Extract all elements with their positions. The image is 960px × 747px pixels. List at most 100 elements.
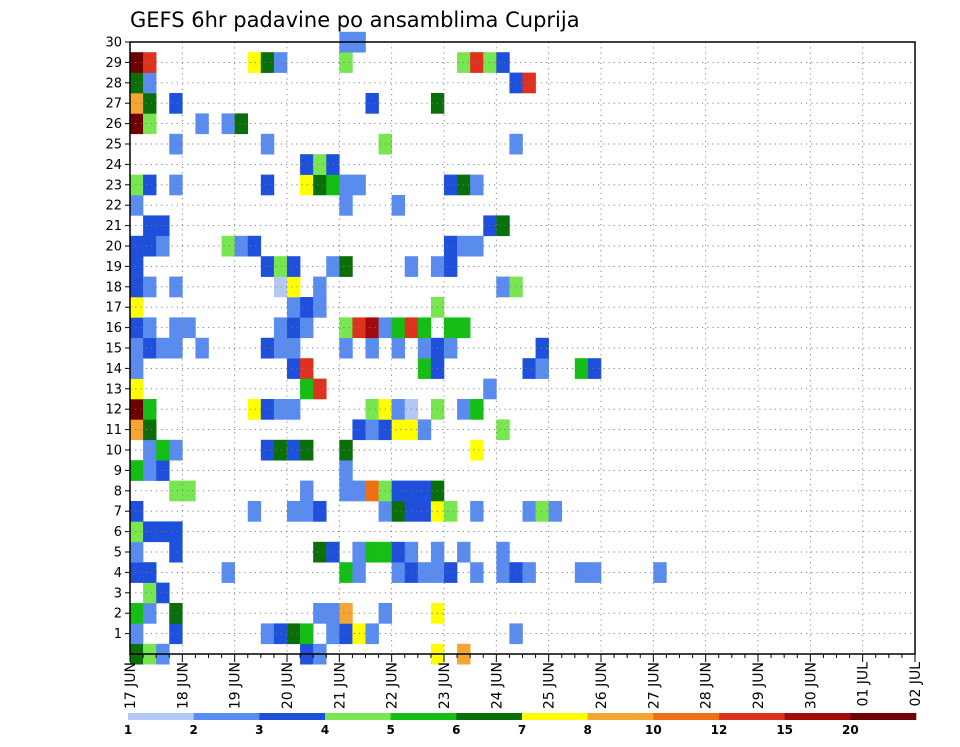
- heatmap-cell: [169, 337, 183, 359]
- heatmap-cell: [470, 52, 484, 73]
- heatmap-cell: [156, 460, 170, 481]
- y-tick-label: 6: [114, 525, 122, 540]
- legend-swatch: [587, 713, 654, 720]
- heatmap-cell: [143, 337, 157, 359]
- heatmap-cell: [444, 337, 458, 359]
- y-tick-label: 1: [114, 627, 122, 642]
- heatmap-cell: [313, 276, 327, 298]
- heatmap-cell: [391, 480, 406, 502]
- heatmap-cell: [169, 623, 183, 645]
- heatmap-cell: [130, 93, 144, 114]
- heatmap-cell: [169, 480, 183, 502]
- heatmap-cell: [496, 276, 510, 298]
- heatmap-cell: [470, 235, 484, 257]
- heatmap-cell: [130, 297, 144, 318]
- x-tick-label: 02 JUL: [908, 662, 924, 707]
- heatmap-cell: [143, 235, 157, 257]
- heatmap-cell: [391, 195, 406, 216]
- heatmap-cell: [130, 174, 144, 196]
- heatmap-cell: [130, 52, 144, 73]
- legend-label: 6: [452, 723, 460, 737]
- legend-swatch: [522, 713, 588, 720]
- heatmap-cell: [130, 541, 144, 563]
- heatmap-cell: [535, 337, 549, 359]
- legend-label: 15: [776, 723, 793, 737]
- heatmap-cell: [391, 399, 406, 420]
- heatmap-cell: [130, 603, 144, 624]
- heatmap-cell: [221, 113, 235, 135]
- legend-swatch: [719, 713, 785, 720]
- heatmap-cell: [313, 541, 327, 563]
- heatmap-cells: [130, 31, 667, 665]
- heatmap-cell: [287, 439, 301, 461]
- x-tick-label: 21 JUN: [332, 662, 348, 709]
- heatmap-cell: [143, 460, 157, 481]
- heatmap-cell: [143, 72, 157, 94]
- heatmap-cell: [287, 623, 301, 645]
- heatmap-cell: [130, 623, 144, 645]
- heatmap-cell: [156, 337, 170, 359]
- heatmap-cell: [143, 215, 157, 237]
- heatmap-cell: [587, 562, 602, 583]
- legend-swatch: [325, 713, 391, 720]
- y-tick-label: 7: [114, 505, 122, 520]
- heatmap-cell: [365, 317, 379, 339]
- y-tick-label: 14: [105, 362, 122, 377]
- heatmap-cell: [339, 317, 353, 339]
- heatmap-cell: [339, 439, 353, 461]
- heatmap-cell: [169, 541, 183, 563]
- heatmap-cell: [313, 603, 327, 624]
- heatmap-cell: [300, 358, 314, 379]
- heatmap-cell: [156, 439, 170, 461]
- heatmap-cell: [130, 235, 144, 257]
- heatmap-cell: [339, 256, 353, 277]
- heatmap-cell: [509, 276, 523, 298]
- heatmap-cell: [417, 317, 432, 339]
- legend-label: 12: [711, 723, 728, 737]
- y-tick-label: 25: [105, 138, 122, 153]
- heatmap-cell: [287, 399, 301, 420]
- heatmap-cell: [130, 358, 144, 379]
- heatmap-cell: [300, 623, 314, 645]
- y-tick-label: 15: [105, 342, 122, 357]
- heatmap-cell: [143, 439, 157, 461]
- heatmap-cell: [130, 419, 144, 441]
- heatmap-cell: [313, 501, 327, 522]
- heatmap-cell: [273, 52, 288, 73]
- heatmap-cell: [287, 276, 301, 298]
- heatmap-cell: [260, 439, 275, 461]
- y-tick-label: 3: [114, 586, 122, 601]
- heatmap-cell: [260, 337, 275, 359]
- heatmap-cell: [391, 317, 406, 339]
- heatmap-cell: [143, 93, 157, 114]
- heatmap-cell: [339, 480, 353, 502]
- y-tick-label: 24: [105, 158, 122, 173]
- heatmap-cell: [313, 154, 327, 175]
- heatmap-cell: [574, 562, 589, 583]
- legend-swatch: [456, 713, 523, 720]
- y-tick-label: 8: [114, 484, 122, 499]
- y-tick-label: 23: [105, 178, 122, 193]
- heatmap-cell: [548, 501, 563, 522]
- heatmap-cell: [535, 358, 549, 379]
- heatmap-cell: [156, 521, 170, 543]
- heatmap-cell: [130, 72, 144, 94]
- heatmap-cell: [260, 399, 275, 420]
- x-tick-label: 25 JUN: [542, 662, 558, 709]
- heatmap-cell: [313, 297, 327, 318]
- heatmap-cell: [169, 603, 183, 624]
- heatmap-cell: [143, 113, 157, 135]
- heatmap-cell: [339, 174, 353, 196]
- legend-swatch: [784, 713, 851, 720]
- y-tick-label: 2: [114, 607, 122, 622]
- y-tick-label: 12: [105, 403, 122, 418]
- heatmap-cell: [287, 297, 301, 318]
- heatmap-cell: [287, 501, 301, 522]
- heatmap-cell: [522, 562, 536, 583]
- heatmap-cell: [273, 439, 288, 461]
- y-tick-label: 4: [114, 566, 122, 581]
- heatmap-cell: [313, 378, 327, 400]
- heatmap-cell: [143, 603, 157, 624]
- heatmap-cell: [417, 562, 432, 583]
